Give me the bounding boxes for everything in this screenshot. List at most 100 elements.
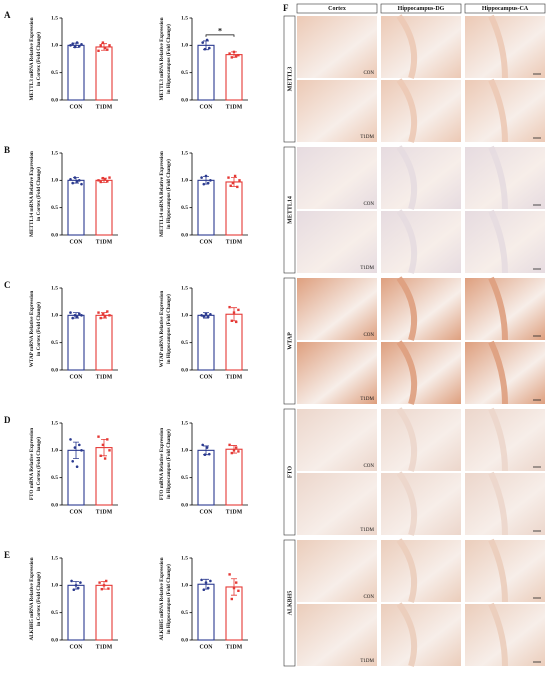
data-point	[230, 319, 233, 322]
bar	[67, 584, 85, 641]
data-point	[209, 312, 212, 316]
data-point	[78, 312, 81, 315]
y-tick-label: 0.0	[51, 502, 58, 508]
bar	[95, 179, 113, 236]
tissue-band	[396, 145, 418, 210]
y-tick-label: 1.5	[181, 555, 188, 561]
x-tick-label: T1DM	[226, 509, 243, 515]
y-axis-label: ALKBH5 mRNA Relative Expression	[159, 557, 165, 640]
data-point	[71, 459, 74, 463]
data-point	[232, 311, 236, 314]
y-tick-label: 1.5	[51, 285, 58, 291]
data-point	[230, 597, 233, 601]
histology-image	[297, 342, 377, 404]
x-tick-label: CON	[70, 104, 84, 110]
panel-label: E	[4, 550, 10, 560]
bar	[67, 179, 85, 236]
tissue-band	[488, 78, 508, 143]
y-axis-label: in Hippocampus (Fold Change)	[165, 564, 172, 634]
tissue-band	[488, 538, 508, 603]
y-axis-label: in Hippocampus (Fold Change)	[165, 24, 172, 94]
histology-image	[297, 604, 377, 666]
tissue-band	[488, 471, 508, 536]
y-tick-label: 1.5	[181, 150, 188, 156]
tissue-band	[488, 340, 508, 405]
y-tick-label: 0.5	[181, 70, 188, 76]
row-label: WTAP	[287, 332, 293, 350]
tissue-band	[488, 276, 508, 341]
bar	[95, 584, 113, 641]
column-header-box	[380, 3, 462, 14]
data-point	[80, 182, 83, 186]
x-tick-label: T1DM	[96, 374, 113, 380]
y-tick-label: 0.5	[181, 205, 188, 211]
data-point	[108, 176, 111, 179]
data-point	[208, 452, 211, 456]
data-point	[101, 443, 105, 447]
data-point	[206, 586, 210, 590]
x-tick-label: T1DM	[226, 374, 243, 380]
x-tick-label: CON	[70, 374, 84, 380]
data-point	[229, 184, 232, 187]
data-point	[228, 573, 231, 576]
y-axis-label: WTAP mRNA Relative Expression	[29, 291, 35, 368]
data-point	[238, 179, 241, 182]
y-tick-label: 1.0	[181, 43, 188, 49]
y-tick-label: 1.0	[51, 178, 58, 184]
data-point	[202, 588, 206, 592]
data-point	[209, 579, 212, 583]
tissue-band	[396, 78, 418, 143]
panel-label: C	[4, 280, 11, 290]
data-point	[70, 579, 73, 583]
data-point	[80, 314, 83, 317]
data-point	[106, 48, 109, 51]
histology-image	[381, 540, 461, 602]
data-point	[236, 185, 239, 189]
y-tick-label: 0.0	[51, 367, 58, 373]
y-axis-label: in Cortex (Fold Change)	[35, 572, 42, 626]
y-tick-label: 0.0	[181, 232, 188, 238]
bar	[197, 314, 215, 371]
data-point	[204, 581, 208, 584]
y-tick-label: 0.0	[181, 97, 188, 103]
data-point	[80, 449, 83, 452]
column-header: Hippocampus-DG	[398, 6, 445, 12]
y-tick-label: 0.5	[51, 70, 58, 76]
histology-image	[381, 147, 461, 209]
data-point	[103, 315, 107, 318]
data-point	[75, 41, 79, 44]
data-point	[106, 180, 109, 183]
histology-image	[381, 80, 461, 142]
data-point	[228, 305, 231, 309]
data-point	[235, 446, 238, 449]
data-point	[71, 316, 74, 320]
data-point	[71, 181, 74, 185]
row-label: METTL14	[287, 196, 293, 224]
tissue-band	[396, 14, 418, 79]
condition-label: T1DM	[360, 135, 374, 140]
data-point	[232, 586, 236, 590]
x-tick-label: CON	[200, 644, 214, 650]
data-point	[101, 41, 105, 44]
y-tick-label: 0.0	[51, 637, 58, 643]
y-axis-label: in Cortex (Fold Change)	[35, 437, 42, 491]
y-axis-label: METTL14 mRNA Relative Expression	[159, 151, 165, 237]
row-label: METTL3	[287, 67, 293, 92]
row-label-box	[283, 539, 296, 667]
row-label: ALKBH5	[287, 591, 293, 616]
bar	[95, 314, 113, 371]
data-point	[206, 315, 210, 319]
data-point	[73, 446, 77, 449]
error-bar	[101, 439, 107, 457]
histology-image	[297, 540, 377, 602]
data-point	[206, 181, 210, 185]
y-tick-label: 1.5	[181, 285, 188, 291]
data-point	[103, 457, 107, 460]
histology-image	[381, 342, 461, 404]
data-point	[73, 176, 77, 179]
bar	[95, 46, 113, 101]
data-point	[209, 179, 212, 182]
x-tick-label: T1DM	[96, 104, 113, 110]
data-point	[237, 589, 240, 592]
